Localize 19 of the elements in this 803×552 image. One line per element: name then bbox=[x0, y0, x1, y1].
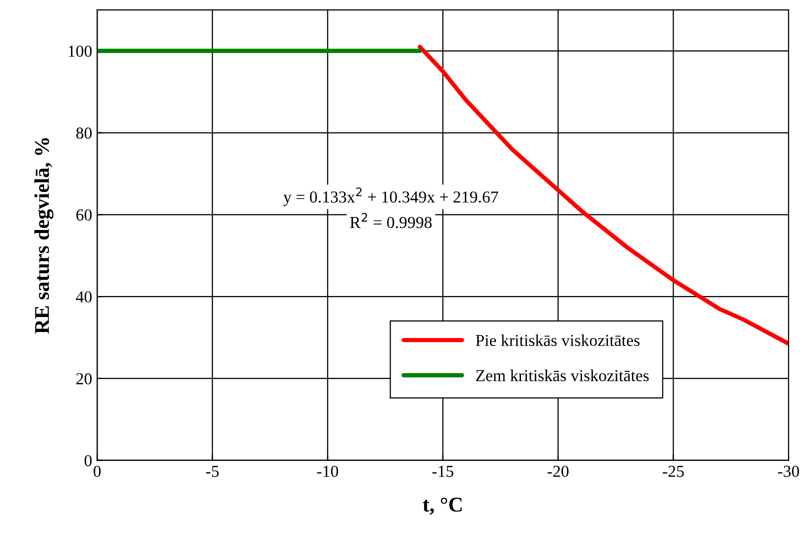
x-tick-label: -5 bbox=[206, 466, 219, 477]
y-tick-label: 100 bbox=[68, 46, 92, 57]
x-tick-label: -25 bbox=[662, 466, 684, 477]
annotation: R$^{2}$ = 0.9998 bbox=[350, 212, 432, 228]
legend-label: Zem kritiskās viskozitātes bbox=[476, 370, 649, 382]
y-tick-label: 80 bbox=[76, 127, 92, 139]
x-tick-label: -10 bbox=[317, 466, 338, 477]
x-tick-label: -15 bbox=[432, 466, 454, 477]
annotation: y = 0.133x$^{2}$ + 10.349x + 219.67 bbox=[283, 187, 498, 206]
legend-label: Pie kritiskās viskozitātes bbox=[476, 334, 640, 346]
x-axis-title: t, °C bbox=[422, 498, 462, 515]
y-axis-title: RE saturs degvielā, % bbox=[34, 138, 54, 334]
x-tick-label: -30 bbox=[778, 466, 800, 477]
x-tick-label: -20 bbox=[548, 466, 569, 477]
y-tick-label: 20 bbox=[76, 373, 92, 384]
x-tick-label: 0 bbox=[94, 466, 101, 477]
y-tick-label: 40 bbox=[76, 291, 92, 303]
y-tick-label: 0 bbox=[84, 455, 92, 466]
y-tick-label: 60 bbox=[76, 209, 92, 221]
